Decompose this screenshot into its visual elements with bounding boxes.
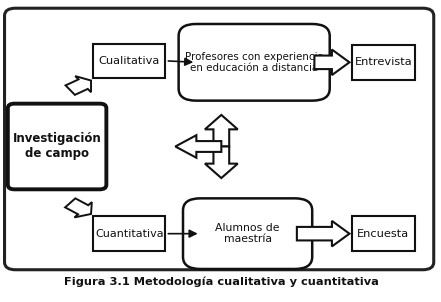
Text: Profesores con experiencia
en educación a distancia: Profesores con experiencia en educación … <box>185 52 324 73</box>
Text: Cualitativa: Cualitativa <box>99 56 160 66</box>
Text: Figura 3.1 Metodología cualitativa y cuantitativa: Figura 3.1 Metodología cualitativa y cua… <box>64 277 379 287</box>
Polygon shape <box>66 76 91 95</box>
FancyBboxPatch shape <box>183 198 312 269</box>
Text: Alumnos de
maestría: Alumnos de maestría <box>215 223 280 244</box>
Text: Entrevista: Entrevista <box>355 57 412 67</box>
Polygon shape <box>205 146 238 178</box>
Text: Cuantitativa: Cuantitativa <box>95 229 164 239</box>
Polygon shape <box>314 50 349 75</box>
FancyBboxPatch shape <box>93 43 165 78</box>
Polygon shape <box>65 198 92 217</box>
Polygon shape <box>297 221 349 246</box>
FancyBboxPatch shape <box>179 24 330 101</box>
Text: Investigación
de campo: Investigación de campo <box>13 133 101 160</box>
Text: Encuesta: Encuesta <box>357 229 409 239</box>
FancyBboxPatch shape <box>93 216 165 251</box>
FancyBboxPatch shape <box>351 45 415 80</box>
FancyBboxPatch shape <box>8 104 106 189</box>
Polygon shape <box>205 115 238 146</box>
FancyBboxPatch shape <box>4 8 434 270</box>
Polygon shape <box>176 135 221 158</box>
FancyBboxPatch shape <box>351 216 415 251</box>
